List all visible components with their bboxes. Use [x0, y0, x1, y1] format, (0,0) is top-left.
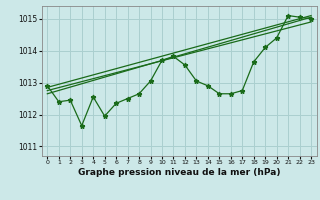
X-axis label: Graphe pression niveau de la mer (hPa): Graphe pression niveau de la mer (hPa): [78, 168, 280, 177]
